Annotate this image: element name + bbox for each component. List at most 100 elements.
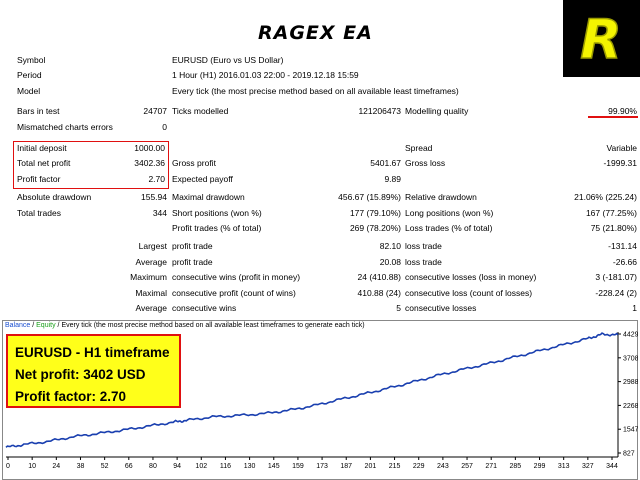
grossprofit-label: Gross profit xyxy=(172,158,216,168)
grossloss-value: -1999.31 xyxy=(603,158,637,168)
losstr-label: Loss trades (% of total) xyxy=(405,223,493,233)
reldd-value: 21.06% (225.24) xyxy=(574,192,637,202)
grossprofit-value: 5401.67 xyxy=(370,158,401,168)
maximal-loss-value: -228.24 (2) xyxy=(595,288,637,298)
avgcons-losses-label: consecutive losses xyxy=(405,303,477,313)
max-losses-label: consecutive losses (loss in money) xyxy=(405,272,537,282)
long-value: 167 (77.25%) xyxy=(585,208,637,218)
profittr-value: 269 (78.20%) xyxy=(349,223,401,233)
logo-letter: R xyxy=(580,8,622,71)
largest-profit-label: profit trade xyxy=(172,241,213,251)
max-wins-label: consecutive wins (profit in money) xyxy=(172,272,301,282)
maximum-label: Maximum xyxy=(130,272,167,282)
average-label: Average xyxy=(135,257,167,267)
report-title: RAGEX EA xyxy=(258,22,373,44)
x-tick-label: 0 xyxy=(6,463,10,470)
average-loss-label: loss trade xyxy=(405,257,442,267)
avgcons-label: Average xyxy=(135,303,167,313)
period-value: 1 Hour (H1) 2016.01.03 22:00 - 2019.12.1… xyxy=(172,70,359,80)
summary-line-2: Net profit: 3402 USD xyxy=(15,367,146,382)
logo: R xyxy=(563,0,640,77)
expected-value: 9.89 xyxy=(384,174,401,184)
largest-loss-label: loss trade xyxy=(405,241,442,251)
x-tick-label: 173 xyxy=(316,463,328,470)
mismatch-label: Mismatched charts errors xyxy=(17,122,113,132)
spread-value: Variable xyxy=(606,143,637,153)
mismatch-value: 0 xyxy=(162,122,167,132)
largest-loss-value: -131.14 xyxy=(608,241,637,251)
chart-equity-label: Equity xyxy=(36,322,56,329)
avgcons-wins-value: 5 xyxy=(396,303,401,313)
average-profit-label: profit trade xyxy=(172,257,213,267)
maximal-profit-value: 410.88 (24) xyxy=(357,288,401,298)
x-tick-label: 38 xyxy=(77,463,85,470)
quality-value: 99.90% xyxy=(608,106,637,116)
absdd-value: 155.94 xyxy=(141,192,167,202)
absdd-label: Absolute drawdown xyxy=(17,192,92,202)
chart-mode-label: / Every tick (the most precise method ba… xyxy=(55,322,365,329)
chart-header: Balance / Equity / Every tick (the most … xyxy=(5,322,365,329)
max-wins-value: 24 (410.88) xyxy=(357,272,401,282)
pf-value: 2.70 xyxy=(148,174,165,184)
netprofit-label: Total net profit xyxy=(17,158,71,168)
largest-label: Largest xyxy=(138,241,167,251)
chart-balance-label: Balance xyxy=(5,322,31,329)
x-tick-label: 159 xyxy=(292,463,304,470)
x-tick-label: 313 xyxy=(558,463,570,470)
balance-line xyxy=(5,332,619,448)
bars-label: Bars in test xyxy=(17,106,60,116)
quality-label: Modelling quality xyxy=(405,106,469,116)
x-tick-label: 52 xyxy=(101,463,109,470)
model-label: Model xyxy=(17,86,41,96)
maximal-profit-label: consecutive profit (count of wins) xyxy=(172,288,296,298)
avgcons-losses-value: 1 xyxy=(632,303,637,313)
x-tick-label: 215 xyxy=(389,463,401,470)
x-tick-label: 102 xyxy=(195,463,207,470)
average-profit-value: 20.08 xyxy=(379,257,401,267)
quality-highlight xyxy=(588,116,638,118)
avgcons-wins-label: consecutive wins xyxy=(172,303,237,313)
x-tick-label: 243 xyxy=(437,463,449,470)
x-tick-label: 116 xyxy=(220,463,231,470)
profittr-label: Profit trades (% of total) xyxy=(172,223,262,233)
largest-profit-value: 82.10 xyxy=(379,241,401,251)
grossloss-label: Gross loss xyxy=(405,158,446,168)
y-tick-label: 827 xyxy=(623,451,635,458)
x-tick-label: 285 xyxy=(510,463,522,470)
reldd-label: Relative drawdown xyxy=(405,192,477,202)
maxdd-label: Maximal drawdown xyxy=(172,192,245,202)
symbol-value: EURUSD (Euro vs US Dollar) xyxy=(172,55,284,65)
trades-label: Total trades xyxy=(17,208,61,218)
chart-sep: / xyxy=(30,322,37,329)
x-tick-label: 257 xyxy=(461,463,473,470)
x-tick-label: 130 xyxy=(244,463,256,470)
losstr-value: 75 (21.80%) xyxy=(590,223,637,233)
ticks-value: 121206473 xyxy=(358,106,401,116)
y-tick-label: 4429 xyxy=(623,332,638,339)
max-losses-value: 3 (-181.07) xyxy=(595,272,637,282)
ticks-label: Ticks modelled xyxy=(172,106,229,116)
y-tick-label: 2988 xyxy=(623,379,638,386)
x-tick-label: 187 xyxy=(340,463,352,470)
x-tick-label: 344 xyxy=(606,463,618,470)
x-tick-label: 201 xyxy=(365,463,377,470)
initial-label: Initial deposit xyxy=(17,143,67,153)
trades-value: 344 xyxy=(152,208,167,218)
summary-line-3: Profit factor: 2.70 xyxy=(15,389,127,404)
expected-label: Expected payoff xyxy=(172,174,233,184)
summary-box: EURUSD - H1 timeframe Net profit: 3402 U… xyxy=(6,334,181,408)
pf-label: Profit factor xyxy=(17,174,61,184)
x-tick-label: 66 xyxy=(125,463,133,470)
short-label: Short positions (won %) xyxy=(172,208,262,218)
spread-label: Spread xyxy=(405,143,433,153)
x-tick-label: 145 xyxy=(268,463,280,470)
y-tick-label: 3708 xyxy=(623,355,638,362)
key-metrics-highlight xyxy=(13,141,169,189)
x-tick-label: 229 xyxy=(413,463,425,470)
ragex-logo-icon: R xyxy=(563,0,640,77)
maximal-loss-label: consecutive loss (count of losses) xyxy=(405,288,533,298)
model-value: Every tick (the most precise method base… xyxy=(172,86,459,96)
maximal-label: Maximal xyxy=(135,288,167,298)
x-tick-label: 94 xyxy=(173,463,181,470)
long-label: Long positions (won %) xyxy=(405,208,494,218)
